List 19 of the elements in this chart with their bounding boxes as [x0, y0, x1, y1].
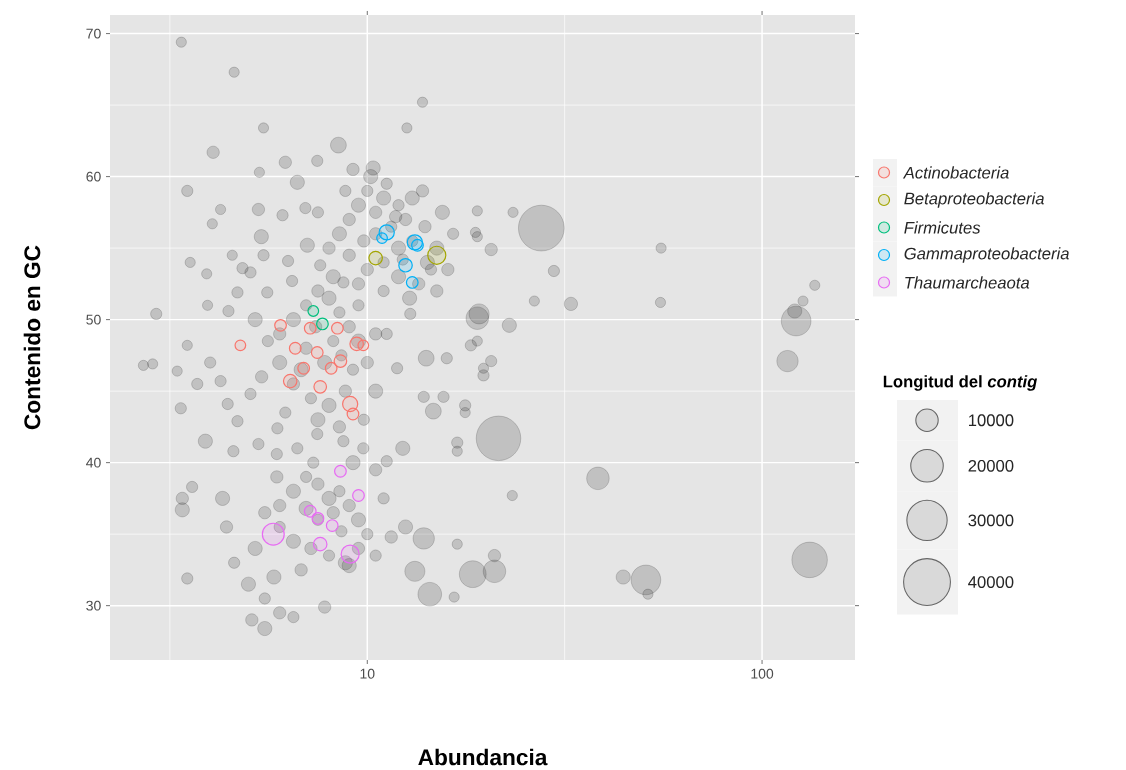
y-tick-label: 70 — [86, 28, 101, 39]
x-tick-label: 10 — [360, 668, 375, 679]
legend-label: Actinobacteria — [902, 166, 1009, 179]
y-tick-label: 40 — [86, 457, 101, 468]
legend-label: Betaproteobacteria — [904, 192, 1044, 208]
legend-label: Firmicutes — [904, 221, 981, 234]
y-tick-label: 60 — [86, 171, 101, 182]
y-axis-title: Contenido en GC — [23, 245, 41, 430]
legend-label: 10000 — [969, 414, 1014, 427]
legend-label: 20000 — [968, 460, 1014, 472]
legend-label: 40000 — [968, 576, 1014, 589]
x-tick-label: 100 — [751, 668, 774, 679]
y-tick-label: 30 — [86, 600, 101, 611]
legend-title: Longitud del contig — [883, 375, 1038, 391]
legend-label: 30000 — [968, 514, 1014, 527]
y-tick-label: 50 — [86, 314, 101, 325]
legend-label: Thaumarcheaota — [905, 276, 1030, 289]
x-axis-title: Abundancia — [418, 748, 548, 766]
legend-label: Gammaproteobacteria — [904, 247, 1069, 263]
